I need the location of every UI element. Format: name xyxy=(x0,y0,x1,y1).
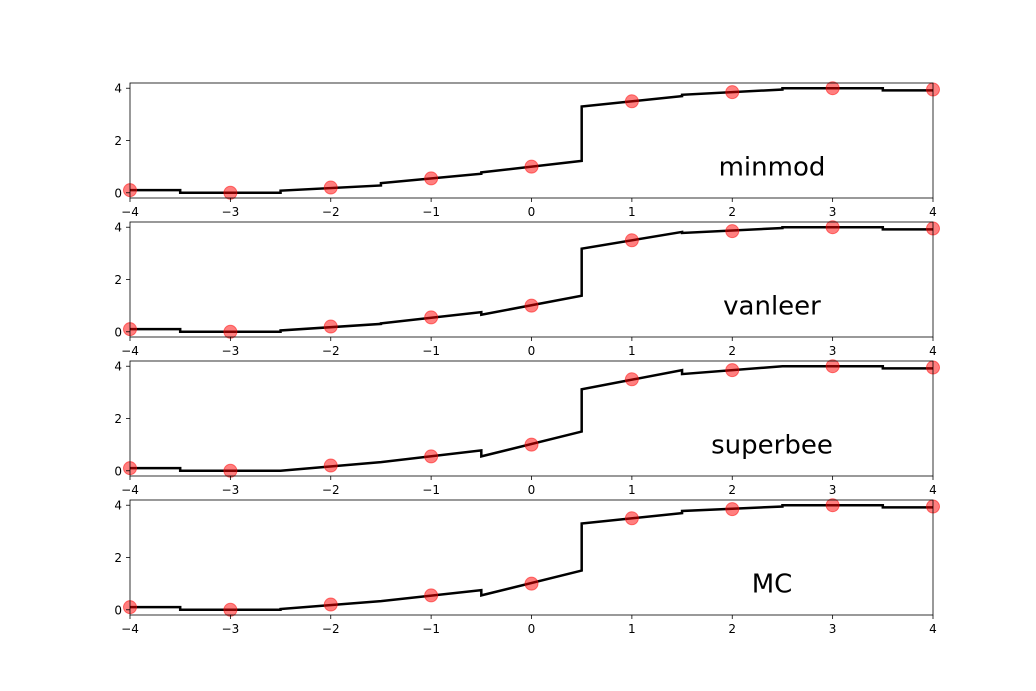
x-tick-label: 2 xyxy=(728,622,736,636)
y-tick-label: 0 xyxy=(114,325,122,339)
y-tick-label: 4 xyxy=(114,499,122,513)
x-tick-label: 4 xyxy=(929,205,937,219)
x-tick-label: 0 xyxy=(528,344,536,358)
subplot-0: −4 −3 −2 −1 0 1 2 3 4 0 2 4 minmod xyxy=(114,81,940,219)
y-tick-label: 2 xyxy=(114,551,122,565)
data-point xyxy=(223,185,238,200)
data-point xyxy=(825,359,840,374)
reconstruction-line xyxy=(130,503,933,612)
x-tick-label: 3 xyxy=(829,622,837,636)
x-tick-label: −2 xyxy=(322,622,340,636)
data-point xyxy=(624,94,639,109)
data-point xyxy=(624,372,639,387)
x-tick-label: 1 xyxy=(628,344,636,358)
x-tick-label: −4 xyxy=(121,622,139,636)
x-tick-label: 3 xyxy=(829,205,837,219)
y-tick-label: 4 xyxy=(114,221,122,235)
data-point xyxy=(725,363,740,378)
data-point xyxy=(223,463,238,478)
x-tick-label: 2 xyxy=(728,483,736,497)
x-tick-label: 1 xyxy=(628,622,636,636)
y-tick-label: 2 xyxy=(114,273,122,287)
y-tick-label: 4 xyxy=(114,82,122,96)
x-tick-label: 0 xyxy=(528,205,536,219)
x-tick-label: −3 xyxy=(222,483,240,497)
limiter-label: vanleer xyxy=(723,292,821,322)
x-tick-label: −4 xyxy=(121,205,139,219)
data-point xyxy=(223,324,238,339)
data-point xyxy=(323,458,338,473)
data-point xyxy=(323,597,338,612)
x-tick-label: −4 xyxy=(121,344,139,358)
x-tick-label: 0 xyxy=(528,483,536,497)
data-point xyxy=(825,220,840,235)
x-tick-label: 4 xyxy=(929,622,937,636)
x-tick-label: −2 xyxy=(322,344,340,358)
data-point xyxy=(424,171,439,186)
y-tick-label: 0 xyxy=(114,464,122,478)
x-tick-label: 4 xyxy=(929,344,937,358)
subplot-3: −4 −3 −2 −1 0 1 2 3 4 0 2 4 MC xyxy=(114,498,940,636)
data-point xyxy=(424,449,439,464)
limiter-label: minmod xyxy=(719,153,826,183)
data-point xyxy=(424,310,439,325)
data-point xyxy=(624,511,639,526)
limiter-label: MC xyxy=(752,570,793,600)
data-point xyxy=(725,85,740,100)
x-tick-label: 1 xyxy=(628,205,636,219)
data-point xyxy=(825,498,840,513)
y-tick-label: 2 xyxy=(114,134,122,148)
limiter-label: superbee xyxy=(711,431,833,461)
data-point xyxy=(524,298,539,313)
x-tick-label: −1 xyxy=(422,622,440,636)
data-point xyxy=(524,437,539,452)
x-tick-label: −2 xyxy=(322,483,340,497)
x-tick-label: 1 xyxy=(628,483,636,497)
data-point xyxy=(725,502,740,517)
subplot-1: −4 −3 −2 −1 0 1 2 3 4 0 2 4 vanleer xyxy=(114,220,940,358)
x-tick-label: 2 xyxy=(728,205,736,219)
x-tick-label: −3 xyxy=(222,205,240,219)
x-tick-label: −1 xyxy=(422,483,440,497)
x-tick-label: −2 xyxy=(322,205,340,219)
x-tick-label: −1 xyxy=(422,205,440,219)
subplot-2: −4 −3 −2 −1 0 1 2 3 4 0 2 4 superbee xyxy=(114,359,940,497)
data-point xyxy=(524,159,539,174)
x-tick-label: −1 xyxy=(422,344,440,358)
y-tick-label: 0 xyxy=(114,603,122,617)
reconstruction-line xyxy=(130,364,933,473)
x-tick-label: 3 xyxy=(829,344,837,358)
y-tick-label: 0 xyxy=(114,186,122,200)
x-tick-label: 2 xyxy=(728,344,736,358)
data-point xyxy=(323,180,338,195)
data-point xyxy=(223,602,238,617)
x-tick-label: 4 xyxy=(929,483,937,497)
data-point xyxy=(725,224,740,239)
data-point xyxy=(524,576,539,591)
data-point xyxy=(624,233,639,248)
x-tick-label: −4 xyxy=(121,483,139,497)
data-point xyxy=(825,81,840,96)
data-point xyxy=(323,319,338,334)
x-tick-label: −3 xyxy=(222,344,240,358)
x-tick-label: 0 xyxy=(528,622,536,636)
data-point xyxy=(424,588,439,603)
y-tick-label: 2 xyxy=(114,412,122,426)
x-tick-label: 3 xyxy=(829,483,837,497)
y-tick-label: 4 xyxy=(114,360,122,374)
x-tick-label: −3 xyxy=(222,622,240,636)
